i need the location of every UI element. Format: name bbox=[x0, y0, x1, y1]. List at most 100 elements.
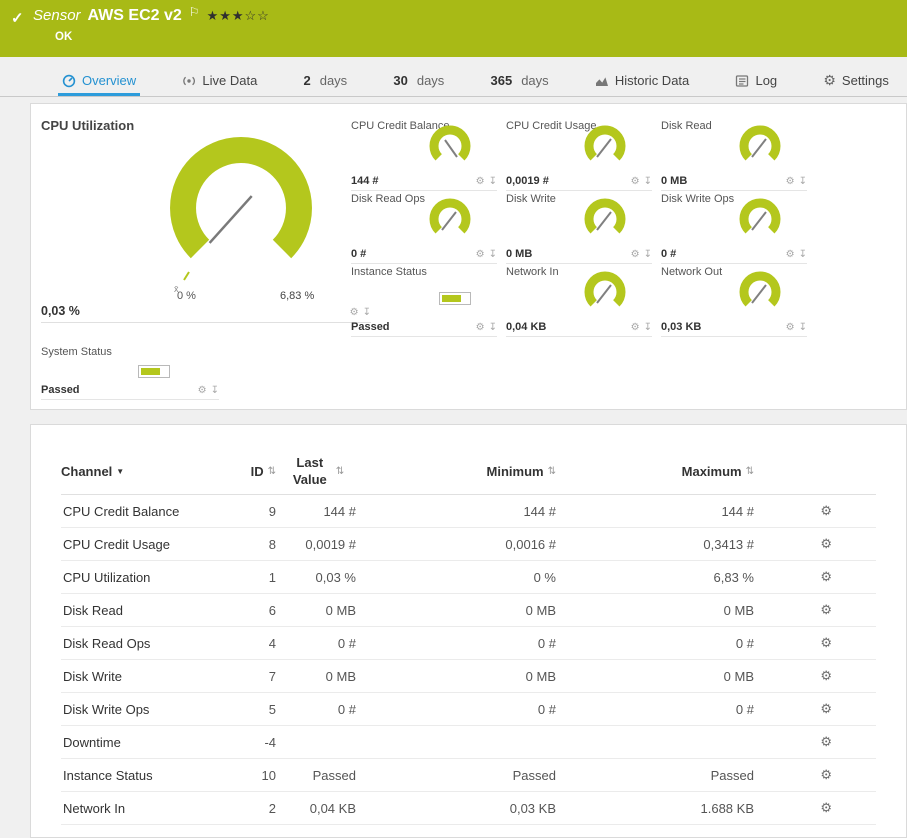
table-row: Disk Read Ops 4 0 # 0 # 0 # ⚙ bbox=[61, 627, 876, 660]
channel-settings-gear-icon[interactable]: ⚙ bbox=[820, 767, 832, 782]
tab-log[interactable]: Log bbox=[731, 68, 781, 96]
cpu-utilization-gauge-chart: x̄ bbox=[170, 136, 312, 294]
gauge-network-in: Network In 0,04 KB ⚙ ↧ bbox=[506, 264, 656, 337]
sort-icon[interactable]: ⇅ bbox=[267, 466, 276, 477]
small-gauge-chart bbox=[739, 271, 781, 307]
tab-bar: Overview Live Data 2 days 30 days 365 da… bbox=[0, 68, 907, 97]
table-row: Disk Write Ops 5 0 # 0 # 0 # ⚙ bbox=[61, 693, 876, 726]
object-kind-label: Sensor bbox=[33, 7, 81, 24]
gear-icon[interactable]: ⚙ bbox=[475, 176, 485, 187]
main-gauge-title: CPU Utilization bbox=[41, 118, 135, 133]
gauge-network-out: Network Out 0,03 KB ⚙ ↧ bbox=[661, 264, 811, 337]
historic-data-icon bbox=[595, 76, 608, 86]
sensor-title: AWS EC2 v2 bbox=[87, 7, 182, 24]
pin-icon[interactable]: ↧ bbox=[798, 322, 807, 333]
settings-gear-icon: ⚙ bbox=[823, 72, 836, 88]
sort-icon[interactable]: ⇅ bbox=[745, 466, 754, 477]
pin-icon[interactable]: ↧ bbox=[488, 176, 497, 187]
tab-2-days[interactable]: 2 days bbox=[303, 73, 348, 88]
flag-icon: ⚐ bbox=[188, 5, 200, 19]
table-row: CPU Credit Usage 8 0,0019 # 0,0016 # 0,3… bbox=[61, 528, 876, 561]
mean-marker: x̄ bbox=[174, 284, 179, 294]
gauge-disk-read-ops: Disk Read Ops 0 # ⚙ ↧ bbox=[351, 191, 501, 264]
gauge-cpu-credit-balance: CPU Credit Balance 144 # ⚙ ↧ bbox=[351, 118, 501, 191]
gauge-max-label: 6,83 % bbox=[280, 290, 315, 302]
gauge-min-label: 0 % bbox=[177, 290, 196, 302]
table-row: CPU Credit Balance 9 144 # 144 # 144 # ⚙ bbox=[61, 495, 876, 528]
channel-settings-gear-icon[interactable]: ⚙ bbox=[820, 503, 832, 518]
gear-icon[interactable]: ⚙ bbox=[630, 322, 640, 333]
tab-label: Overview bbox=[82, 73, 137, 88]
table-header: Channel ▼ ID ⇅ Last Value ⇅ Minimum ⇅ Ma… bbox=[61, 449, 876, 495]
main-gauge-footer: 0,03 % ⚙ ↧ bbox=[41, 304, 371, 323]
tab-live-data[interactable]: Live Data bbox=[178, 68, 261, 96]
small-gauge-chart bbox=[429, 198, 471, 234]
channel-settings-gear-icon[interactable]: ⚙ bbox=[820, 602, 832, 617]
table-row: CPU Utilization 1 0,03 % 0 % 6,83 % ⚙ bbox=[61, 561, 876, 594]
gauge-system-status: System Status Passed ⚙ ↧ bbox=[41, 344, 219, 400]
gauge-disk-write-ops: Disk Write Ops 0 # ⚙ ↧ bbox=[661, 191, 811, 264]
gear-icon[interactable]: ⚙ bbox=[197, 385, 207, 396]
tab-30-days[interactable]: 30 days bbox=[393, 73, 445, 88]
status-indicator bbox=[439, 292, 471, 305]
pin-icon[interactable]: ↧ bbox=[643, 176, 652, 187]
gear-icon[interactable]: ⚙ bbox=[630, 249, 640, 260]
tab-label: Live Data bbox=[202, 73, 258, 88]
channel-settings-gear-icon[interactable]: ⚙ bbox=[820, 635, 832, 650]
gear-icon[interactable]: ⚙ bbox=[785, 322, 795, 333]
priority-stars[interactable]: ★★★☆☆ bbox=[206, 8, 270, 23]
sort-dropdown-icon[interactable]: ▼ bbox=[116, 467, 125, 476]
column-header-channel[interactable]: Channel ▼ bbox=[61, 464, 125, 479]
channel-settings-gear-icon[interactable]: ⚙ bbox=[820, 701, 832, 716]
pin-icon[interactable]: ↧ bbox=[362, 307, 371, 318]
table-row: Disk Write 7 0 MB 0 MB 0 MB ⚙ bbox=[61, 660, 876, 693]
live-data-icon bbox=[183, 76, 196, 85]
tab-settings[interactable]: ⚙ Settings bbox=[819, 68, 893, 96]
channel-settings-gear-icon[interactable]: ⚙ bbox=[820, 536, 832, 551]
gear-icon[interactable]: ⚙ bbox=[630, 176, 640, 187]
gear-icon[interactable]: ⚙ bbox=[475, 249, 485, 260]
pin-icon[interactable]: ↧ bbox=[643, 249, 652, 260]
small-gauge-chart bbox=[739, 125, 781, 161]
pin-icon[interactable]: ↧ bbox=[798, 249, 807, 260]
small-gauge-chart bbox=[584, 271, 626, 307]
column-header-maximum[interactable]: Maximum ⇅ bbox=[681, 464, 754, 479]
status-check-icon: ✓ bbox=[11, 10, 24, 27]
sort-icon[interactable]: ⇅ bbox=[547, 466, 556, 477]
tab-label: Settings bbox=[841, 73, 889, 88]
pin-icon[interactable]: ↧ bbox=[210, 385, 219, 396]
channel-settings-gear-icon[interactable]: ⚙ bbox=[820, 800, 832, 815]
pin-icon[interactable]: ↧ bbox=[643, 322, 652, 333]
sort-icon[interactable]: ⇅ bbox=[335, 466, 345, 477]
column-header-id[interactable]: ID ⇅ bbox=[250, 464, 276, 479]
table-row: Disk Read 6 0 MB 0 MB 0 MB ⚙ bbox=[61, 594, 876, 627]
small-gauge-chart bbox=[429, 125, 471, 161]
column-header-minimum[interactable]: Minimum ⇅ bbox=[486, 464, 556, 479]
tab-365-days[interactable]: 365 days bbox=[490, 73, 549, 88]
tab-label: Log bbox=[755, 73, 778, 88]
gear-icon[interactable]: ⚙ bbox=[349, 307, 359, 318]
tab-label: Historic Data bbox=[614, 73, 690, 88]
tab-overview[interactable]: Overview bbox=[58, 68, 141, 96]
small-gauge-chart bbox=[584, 125, 626, 161]
channel-settings-gear-icon[interactable]: ⚙ bbox=[820, 569, 832, 584]
gauge-instance-status: Instance Status Passed ⚙ ↧ bbox=[351, 264, 501, 337]
gear-icon[interactable]: ⚙ bbox=[475, 322, 485, 333]
small-gauge-chart bbox=[584, 198, 626, 234]
log-icon bbox=[736, 74, 749, 87]
small-gauge-chart bbox=[739, 198, 781, 234]
gauges-panel: CPU Utilization x̄ 0 % 6,83 % 0,03 % ⚙ ↧… bbox=[30, 103, 907, 410]
pin-icon[interactable]: ↧ bbox=[488, 249, 497, 260]
tab-historic-data[interactable]: Historic Data bbox=[591, 68, 693, 96]
sensor-header: ✓ Sensor AWS EC2 v2 ⚐ ★★★☆☆ OK bbox=[0, 0, 907, 57]
channel-table-panel: Channel ▼ ID ⇅ Last Value ⇅ Minimum ⇅ Ma… bbox=[30, 424, 907, 838]
channel-settings-gear-icon[interactable]: ⚙ bbox=[820, 668, 832, 683]
gear-icon[interactable]: ⚙ bbox=[785, 249, 795, 260]
table-row: Downtime -4 ⚙ bbox=[61, 726, 876, 759]
channel-settings-gear-icon[interactable]: ⚙ bbox=[820, 734, 832, 749]
pin-icon[interactable]: ↧ bbox=[798, 176, 807, 187]
gear-icon[interactable]: ⚙ bbox=[785, 176, 795, 187]
pin-icon[interactable]: ↧ bbox=[488, 322, 497, 333]
status-badge: OK bbox=[55, 31, 73, 43]
column-header-last-value[interactable]: Last Value ⇅ bbox=[292, 455, 345, 487]
